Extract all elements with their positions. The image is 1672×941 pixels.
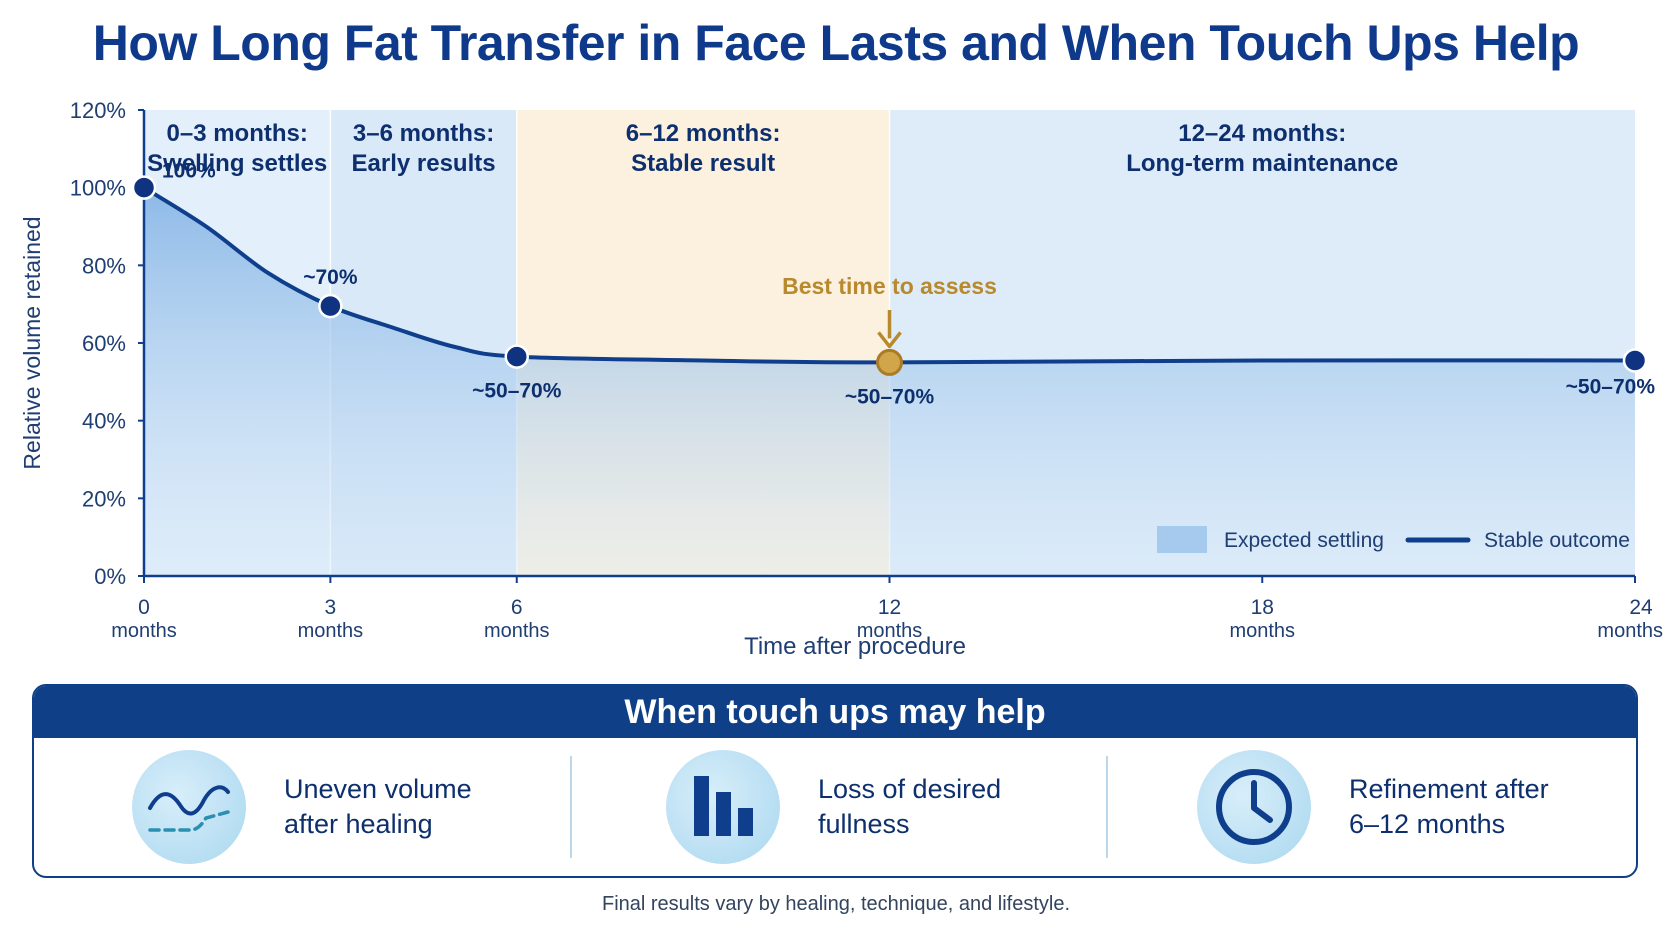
clock-icon <box>1197 750 1311 864</box>
legend-area-swatch <box>1157 526 1207 553</box>
phase-title: 12–24 months: <box>1178 120 1346 147</box>
phase-title: 0–3 months: <box>167 120 308 147</box>
touchup-label-loss-of-fullness: Loss of desired fullness <box>818 774 1002 839</box>
legend-line-label: Stable outcome <box>1484 529 1630 552</box>
x-tick-unit: months <box>298 620 364 642</box>
phase-subtitle: Swelling settles <box>147 150 327 177</box>
phase-title: 6–12 months: <box>626 120 781 147</box>
divider <box>570 756 572 858</box>
data-point <box>131 175 157 200</box>
x-tick-unit: months <box>484 620 550 642</box>
touchup-label-uneven-volume: Uneven volume after healing <box>284 774 472 839</box>
x-tick-label: 0 <box>138 596 150 619</box>
stable-outcome-line <box>142 185 1637 365</box>
data-point <box>504 344 529 369</box>
data-label: ~70% <box>303 266 358 289</box>
bar-chart-icon <box>666 750 780 864</box>
x-tick-label: 12 <box>878 596 901 619</box>
volume-retention-chart: 0%20%40%60%80%100%120%0months3months6mon… <box>19 98 1663 660</box>
phase-title: 3–6 months: <box>353 120 494 147</box>
y-tick-label: 40% <box>82 409 126 434</box>
x-tick-unit: months <box>1597 620 1663 642</box>
phase-subtitle: Early results <box>352 150 496 177</box>
x-tick-unit: months <box>1229 620 1295 642</box>
y-tick-label: 0% <box>94 564 126 589</box>
x-axis-label: Time after procedure <box>744 633 966 660</box>
data-label: ~50–70% <box>1566 375 1656 398</box>
annotation-label: Best time to assess <box>782 273 997 299</box>
x-tick-unit: months <box>857 620 923 642</box>
y-tick-label: 100% <box>70 176 126 201</box>
phase-subtitle: Stable result <box>631 150 775 177</box>
data-label: ~50–70% <box>472 380 562 403</box>
x-tick-label: 3 <box>325 596 337 619</box>
annotation-arrow-head <box>877 331 902 349</box>
expected-settling-area <box>144 187 1635 576</box>
touchup-label-refinement: Refinement after 6–12 months <box>1349 774 1549 839</box>
footnote: Final results vary by healing, technique… <box>601 893 1071 915</box>
data-point-highlight <box>876 348 903 376</box>
touchups-heading: When touch ups may help <box>34 686 1636 738</box>
data-point <box>318 293 343 319</box>
touchups-panel: When touch ups may help Uneven volume af… <box>32 684 1638 878</box>
y-tick-label: 80% <box>82 253 126 278</box>
y-tick-label: 60% <box>82 331 126 356</box>
x-tick-label: 18 <box>1251 596 1274 619</box>
y-tick-label: 20% <box>82 486 126 511</box>
data-label: 100% <box>162 160 216 183</box>
x-tick-label: 24 <box>1629 596 1653 619</box>
touchups-body: Uneven volume after healing Loss of desi… <box>34 738 1636 876</box>
phase-subtitle: Long-term maintenance <box>1126 150 1398 177</box>
page-title: How Long Fat Transfer in Face Lasts and … <box>92 15 1580 71</box>
y-axis-label: Relative volume retained <box>19 216 45 469</box>
divider <box>1106 756 1108 858</box>
data-point <box>1622 348 1648 373</box>
y-tick-label: 120% <box>70 98 126 123</box>
data-label: ~50–70% <box>845 385 935 408</box>
x-tick-label: 6 <box>511 596 523 619</box>
wavy-line-icon <box>132 750 246 864</box>
legend-area-label: Expected settling <box>1224 529 1384 552</box>
x-tick-unit: months <box>111 620 177 642</box>
